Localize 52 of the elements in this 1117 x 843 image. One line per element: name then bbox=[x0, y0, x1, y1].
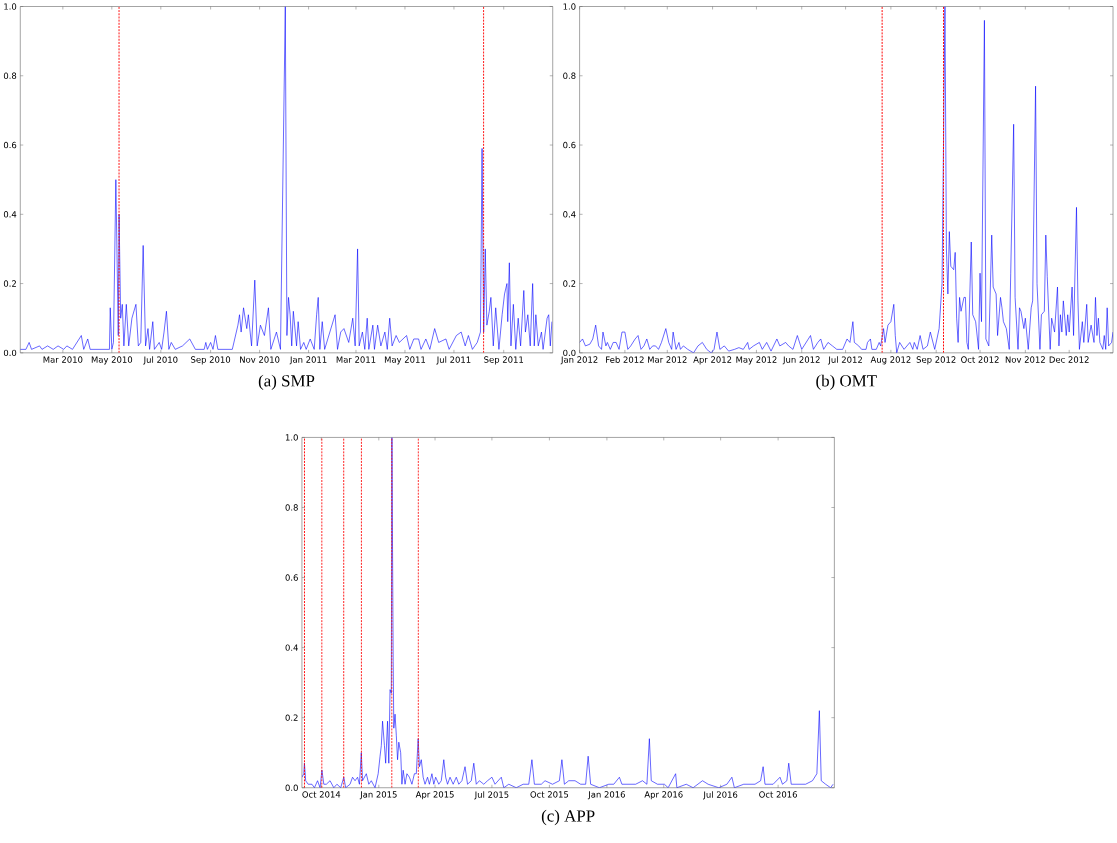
x-tick-label: May 2012 bbox=[736, 356, 777, 365]
y-tick-label: 0.0 bbox=[563, 349, 576, 356]
y-tick-label: 0.8 bbox=[3, 72, 17, 79]
y-tick-label: 0.6 bbox=[3, 141, 17, 149]
x-tick-label: Jul 2016 bbox=[702, 791, 738, 800]
x-tick-label: Oct 2015 bbox=[530, 791, 569, 798]
text: (a) SMP bbox=[258, 374, 315, 390]
x-tick-label: Apr 2012 bbox=[693, 356, 732, 365]
x-tick-label: Jul 2012 bbox=[827, 356, 862, 365]
x-tick-label: Sep 2012 bbox=[916, 356, 956, 365]
x-tick-label: Nov 2012 bbox=[1005, 356, 1045, 363]
x-tick-label: Sep 2011 bbox=[484, 356, 524, 365]
y-tick-label: 1.0 bbox=[285, 434, 298, 441]
x-tick-label: Apr 2016 bbox=[644, 791, 683, 800]
x-tick-label: Jan 2016 bbox=[587, 791, 625, 799]
x-tick-label: May 2010 bbox=[91, 356, 133, 365]
x-tick-label: Oct 2012 bbox=[961, 356, 999, 363]
y-tick-label: 0.6 bbox=[285, 574, 298, 581]
x-tick-label: Mar 2011 bbox=[336, 356, 376, 363]
y-tick-label: 0.8 bbox=[563, 72, 576, 79]
y-tick-label: 0.6 bbox=[563, 141, 576, 149]
x-tick-label: Mar 2010 bbox=[43, 356, 83, 363]
x-tick-label: Dec 2012 bbox=[1049, 356, 1089, 363]
x-tick-label: Jan 2011 bbox=[289, 356, 327, 365]
x-tick-label: May 2011 bbox=[384, 356, 426, 365]
x-tick-label: Jul 2015 bbox=[474, 791, 509, 800]
x-tick-label: Aug 2012 bbox=[870, 356, 911, 365]
y-tick-label: 0.0 bbox=[3, 349, 17, 356]
x-tick-label: Apr 2015 bbox=[415, 791, 454, 800]
x-tick-label: Oct 2014 bbox=[302, 791, 341, 798]
y-tick-label: 0.4 bbox=[285, 644, 298, 651]
y-tick-label: 0.2 bbox=[3, 280, 16, 287]
text: (b) OMT bbox=[816, 374, 877, 390]
x-tick-label: Feb 2012 bbox=[606, 356, 644, 363]
y-tick-label: 1.0 bbox=[563, 3, 576, 10]
y-tick-label: 0.4 bbox=[563, 210, 576, 218]
x-tick-label: Mar 2012 bbox=[648, 356, 687, 363]
y-tick-label: 0.4 bbox=[3, 210, 17, 218]
text: (c) APP bbox=[541, 809, 595, 825]
x-tick-label: Jan 2015 bbox=[359, 791, 397, 799]
x-tick-label: Sep 2010 bbox=[191, 356, 231, 365]
y-tick-label: 0.8 bbox=[285, 504, 298, 511]
x-tick-label: Oct 2016 bbox=[759, 791, 797, 798]
x-tick-label: Nov 2010 bbox=[240, 356, 280, 363]
y-tick-label: 0.0 bbox=[285, 784, 298, 791]
x-tick-label: Jul 2011 bbox=[436, 356, 471, 365]
y-tick-label: 0.2 bbox=[563, 280, 576, 287]
x-tick-label: Jun 2012 bbox=[782, 356, 820, 365]
y-tick-label: 1.0 bbox=[4, 3, 17, 10]
x-tick-label: Jul 2010 bbox=[143, 356, 178, 365]
x-tick-label: Jan 2012 bbox=[560, 356, 598, 365]
y-tick-label: 0.2 bbox=[285, 714, 298, 721]
